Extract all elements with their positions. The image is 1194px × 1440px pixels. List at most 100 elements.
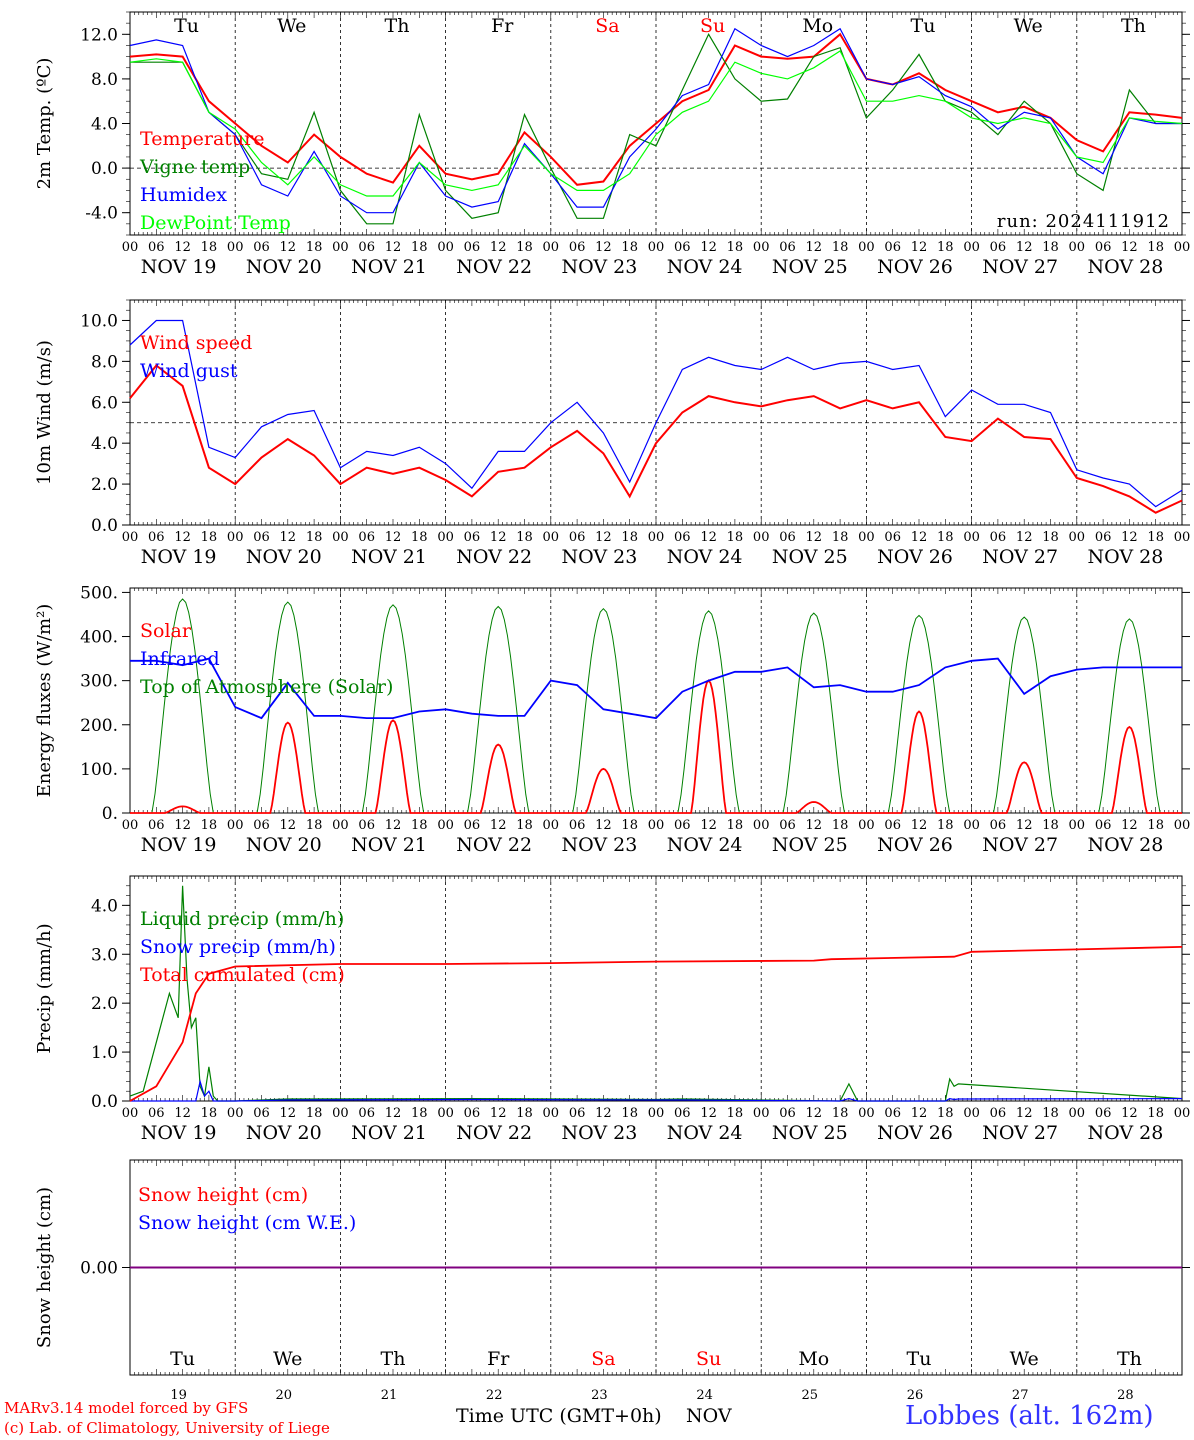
weekday-label: Mo [798,1348,829,1370]
hour-tick-label: 06 [464,240,481,255]
hour-tick-label: 12 [911,818,928,833]
hour-tick-label: 18 [1042,530,1059,545]
hour-tick-label: 18 [201,240,218,255]
hour-tick-label: 00 [753,530,770,545]
model-credit: MARv3.14 model forced by GFS [4,1399,249,1417]
day-label: NOV 24 [667,546,743,568]
weekday-label: Sa [591,1348,615,1370]
hour-tick-label: 18 [621,1106,638,1121]
legend-entry: Top of Atmosphere (Solar) [140,676,393,698]
hour-tick-label: 00 [963,530,980,545]
hour-tick-label: 12 [911,240,928,255]
hour-tick-label: 06 [884,240,901,255]
hour-tick-label: 18 [1042,240,1059,255]
weekday-label: Tu [174,15,199,37]
y-tick-label: 0.0 [91,516,118,536]
hour-tick-label: 00 [332,1106,349,1121]
panel-1: -4.0 0.0 4.0 8.0 12.0 2m Temp. (ºC) Tu We Th Fr Sa… [34,11,1191,278]
hour-tick-label: 12 [1121,1106,1138,1121]
hour-tick-label: 06 [1095,240,1112,255]
day-label: NOV 22 [456,256,532,278]
hour-tick-label: 06 [990,530,1007,545]
hour-tick-label: 06 [779,818,796,833]
day-number-label: 28 [1117,1388,1134,1403]
y-tick-label: 2.0 [91,475,118,495]
hour-tick-label: 12 [385,240,402,255]
hour-tick-label: 18 [411,240,428,255]
hour-tick-label: 06 [253,530,270,545]
y-tick-label: 500. [80,583,118,603]
day-label: NOV 20 [246,256,322,278]
hour-tick-label: 06 [1095,530,1112,545]
hour-tick-label: 06 [674,530,691,545]
day-label: NOV 19 [141,834,217,856]
hour-tick-label: 06 [464,818,481,833]
hour-tick-label: 12 [280,240,297,255]
hour-tick-label: 18 [727,1106,744,1121]
y-tick-label: 4.0 [91,434,118,454]
day-label: NOV 20 [246,834,322,856]
hour-tick-label: 12 [280,818,297,833]
hour-tick-label: 00 [1069,530,1086,545]
legend-entry: Wind speed [140,332,252,354]
hour-tick-label: 00 [543,240,560,255]
hour-tick-label: 06 [1095,1106,1112,1121]
day-label: NOV 21 [351,834,427,856]
hour-tick-label: 00 [122,240,139,255]
hour-tick-label: 18 [306,240,323,255]
hour-tick-label: 00 [858,530,875,545]
hour-tick-label: 12 [1016,240,1033,255]
day-number-label: 27 [1012,1388,1029,1403]
hour-tick-label: 12 [1121,530,1138,545]
day-label: NOV 19 [141,1122,217,1144]
hour-tick-label: 18 [621,818,638,833]
hour-tick-label: 18 [411,530,428,545]
hour-tick-label: 00 [227,1106,244,1121]
hour-tick-label: 12 [700,1106,717,1121]
hour-tick-label: 00 [437,240,454,255]
hour-tick-label: 00 [753,1106,770,1121]
weekday-label: We [1014,15,1043,37]
hour-tick-label: 18 [516,240,533,255]
hour-tick-label: 12 [280,530,297,545]
hour-tick-label: 06 [884,1106,901,1121]
y-tick-label: 10.0 [80,311,118,331]
day-label: NOV 21 [351,256,427,278]
day-number-label: 21 [381,1388,398,1403]
plot-frame [129,587,1183,814]
weekday-label: Tu [911,15,936,37]
day-label: NOV 21 [351,546,427,568]
hour-tick-label: 12 [1121,240,1138,255]
day-label: NOV 21 [351,1122,427,1144]
day-label: NOV 26 [877,256,953,278]
hour-tick-label: 00 [963,818,980,833]
hour-tick-label: 00 [1174,240,1191,255]
hour-tick-label: 00 [543,1106,560,1121]
legend-entry: Infrared [140,648,220,670]
y-tick-label: 300. [80,672,118,692]
hour-tick-label: 12 [490,1106,507,1121]
day-number-label: 26 [907,1388,924,1403]
hour-tick-label: 06 [358,530,375,545]
hour-tick-label: 18 [621,530,638,545]
y-tick-label: -4.0 [85,204,118,224]
hour-tick-label: 06 [990,240,1007,255]
day-number-label: 19 [170,1388,187,1403]
station-label: Lobbes (alt. 162m) [905,1401,1154,1431]
hour-tick-label: 06 [884,530,901,545]
hour-tick-label: 00 [332,240,349,255]
legend-entry: DewPoint Temp [140,212,291,234]
y-tick-label: 8.0 [91,70,118,90]
hour-tick-label: 00 [858,818,875,833]
y-tick-label: 0. [102,804,118,824]
hour-tick-label: 06 [674,818,691,833]
hour-tick-label: 00 [1069,240,1086,255]
hour-tick-label: 00 [1174,818,1191,833]
hour-tick-label: 18 [306,1106,323,1121]
hour-tick-label: 18 [1042,818,1059,833]
day-label: NOV 28 [1087,546,1163,568]
day-number-label: 23 [591,1388,608,1403]
hour-tick-label: 06 [884,818,901,833]
hour-tick-label: 18 [411,818,428,833]
